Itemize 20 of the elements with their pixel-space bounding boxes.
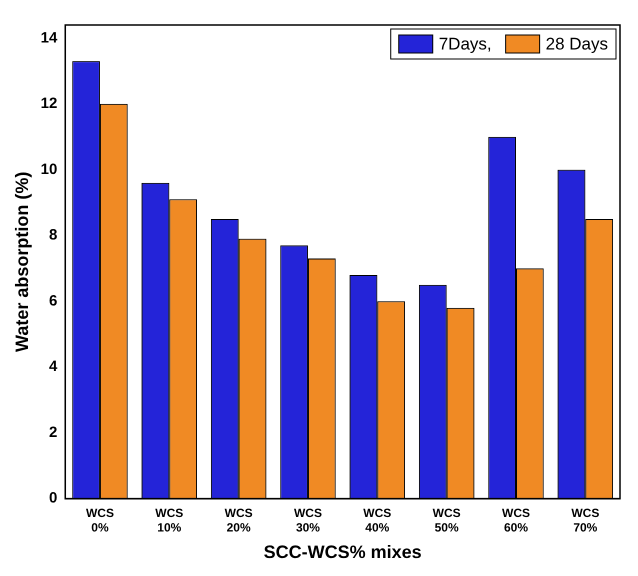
x-tick-label: WCS 30% — [294, 506, 322, 535]
y-axis-title: Water absorption (%) — [12, 172, 32, 352]
x-tick-label: WCS 40% — [363, 506, 392, 535]
y-tick-label: 0 — [48, 490, 58, 507]
y-tick-label: 14 — [40, 29, 58, 46]
x-tick-label: WCS 0% — [86, 506, 114, 535]
y-tick-label: 10 — [40, 160, 58, 178]
legend-label: 28 Days — [546, 34, 608, 54]
legend-label: 7Days, — [438, 34, 492, 54]
x-tick-label: WCS 70% — [571, 506, 600, 535]
x-tick-label: WCS 20% — [224, 506, 253, 535]
y-tick-label: 8 — [48, 226, 58, 244]
x-tick-label: WCS 10% — [155, 506, 184, 535]
y-tick-label: 2 — [48, 424, 58, 441]
x-axis-title: SCC-WCS% mixes — [264, 542, 422, 562]
y-tick-label: 4 — [48, 358, 58, 376]
y-tick-label: 6 — [48, 292, 58, 310]
y-tick-label: 12 — [40, 95, 58, 112]
x-tick-label: WCS 60% — [502, 506, 530, 535]
x-tick-label: WCS 50% — [432, 506, 461, 535]
